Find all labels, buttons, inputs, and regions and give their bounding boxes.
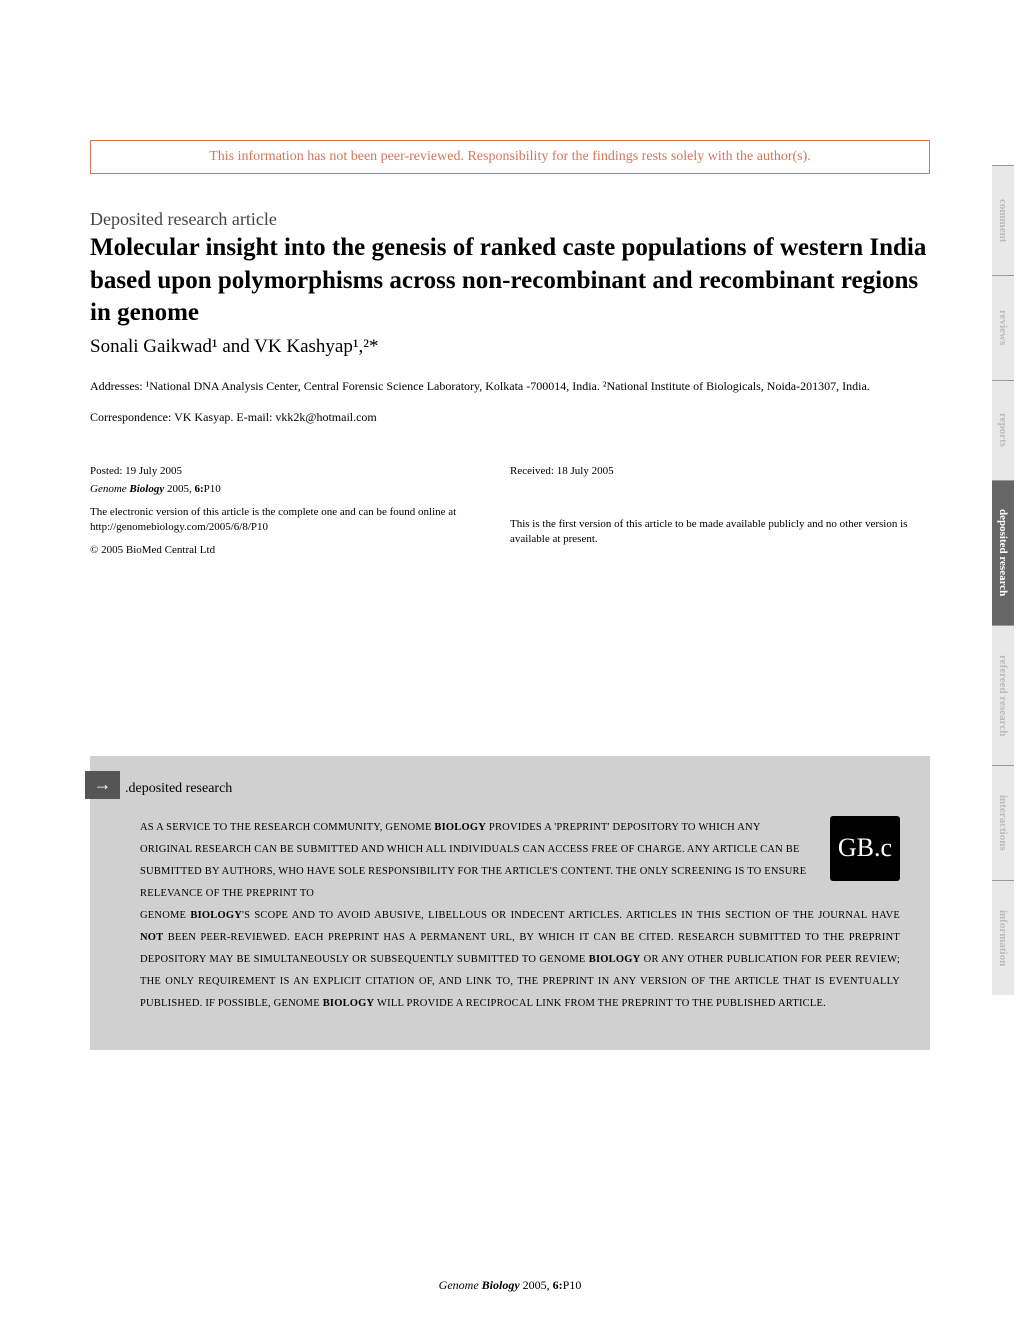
deposited-text-1: AS A SERVICE TO THE RESEARCH COMMUNITY, … [140, 822, 434, 833]
deposited-bold-1: BIOLOGY [434, 822, 486, 833]
footer-journal-bold: Biology [482, 1278, 520, 1292]
meta-section: Posted: 19 July 2005 Genome Biology 2005… [90, 465, 930, 556]
deposited-text-3: GENOME [140, 910, 190, 921]
tab-reports[interactable]: reports [992, 380, 1014, 480]
deposited-bold-3: NOT [140, 932, 163, 943]
tab-deposited[interactable]: deposited research [992, 480, 1014, 625]
footer-volume: 6: [553, 1278, 563, 1292]
received-date: Received: 18 July 2005 [510, 465, 930, 477]
footer-journal: Genome [439, 1278, 479, 1292]
article-type: Deposited research article [90, 209, 930, 230]
peer-review-notice: This information has not been peer-revie… [90, 140, 930, 174]
deposited-text-upper: AS A SERVICE TO THE RESEARCH COMMUNITY, … [140, 817, 900, 905]
article-title: Molecular insight into the genesis of ra… [90, 232, 930, 330]
deposited-text-4: 'S SCOPE AND TO AVOID ABUSIVE, LIBELLOUS… [242, 910, 900, 921]
citation-page: P10 [204, 483, 221, 495]
deposited-bold-4: BIOLOGY [589, 954, 641, 965]
deposited-label: .deposited research [125, 781, 900, 797]
deposited-section: → .deposited research GB.c AS A SERVICE … [90, 756, 930, 1050]
citation: Genome Biology 2005, 6:P10 [90, 483, 510, 495]
gb-logo: GB.c [830, 816, 900, 881]
deposited-text-2: PROVIDES A 'PREPRINT' DEPOSITORY TO WHIC… [140, 822, 806, 899]
footer-page: P10 [563, 1278, 582, 1292]
deposited-text-7: WILL PROVIDE A RECIPROCAL LINK FROM THE … [374, 998, 826, 1009]
tab-information[interactable]: information [992, 880, 1014, 995]
posted-date: Posted: 19 July 2005 [90, 465, 510, 477]
correspondence: Correspondence: VK Kasyap. E-mail: vkk2k… [90, 410, 930, 425]
citation-volume: 6: [195, 483, 204, 495]
citation-rest: 2005, [164, 483, 194, 495]
citation-journal: Genome [90, 483, 127, 495]
side-navigation: comment reviews reports deposited resear… [992, 165, 1020, 995]
page-footer: Genome Biology 2005, 6:P10 [0, 1278, 1020, 1293]
authors: Sonali Gaikwad¹ and VK Kashyap¹,²* [90, 336, 930, 358]
tab-interactions[interactable]: interactions [992, 765, 1014, 880]
version-note: This is the first version of this articl… [510, 517, 930, 546]
tab-comment[interactable]: comment [992, 165, 1014, 275]
citation-journal-bold: Biology [129, 483, 164, 495]
deposited-text-lower: GENOME BIOLOGY'S SCOPE AND TO AVOID ABUS… [140, 905, 900, 1015]
addresses: Addresses: ¹National DNA Analysis Center… [90, 378, 930, 395]
tab-refereed[interactable]: refereed research [992, 625, 1014, 765]
deposited-bold-2: BIOLOGY [190, 910, 242, 921]
arrow-icon: → [85, 771, 120, 799]
electronic-note: The electronic version of this article i… [90, 505, 510, 534]
footer-rest: 2005, [520, 1278, 553, 1292]
copyright: © 2005 BioMed Central Ltd [90, 544, 510, 556]
deposited-bold-5: BIOLOGY [323, 998, 375, 1009]
tab-reviews[interactable]: reviews [992, 275, 1014, 380]
